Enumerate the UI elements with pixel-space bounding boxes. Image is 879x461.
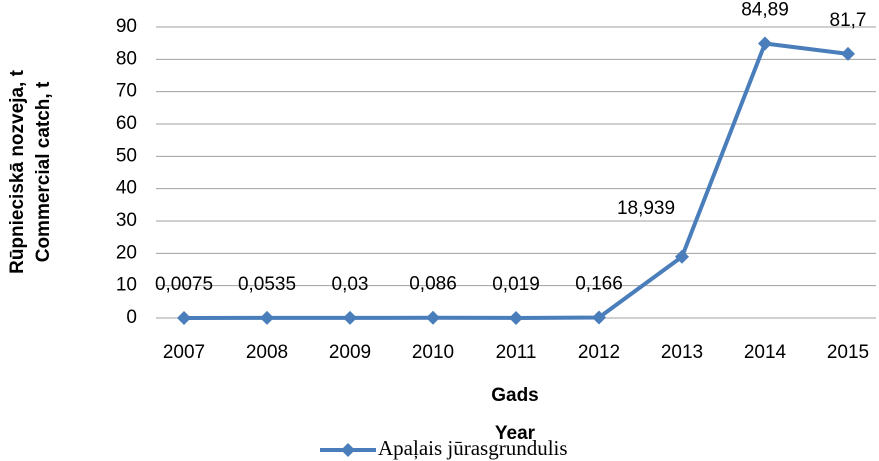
y-tick-label: 20 [116, 242, 137, 263]
y-axis-label: Rūpnieciskā nozveja, t [7, 69, 28, 273]
marker [592, 310, 606, 325]
y-axis-label: Commercial catch, t [33, 81, 54, 262]
data-label: 18,939 [617, 198, 675, 219]
y-tick-label: 80 [116, 48, 137, 69]
y-tick-label: 60 [116, 113, 137, 134]
marker [841, 46, 855, 61]
marker [260, 310, 274, 325]
x-tick-label: 2009 [329, 342, 371, 363]
x-tick-label: 2008 [246, 342, 288, 363]
legend-marker [341, 443, 355, 457]
y-tick-label: 70 [116, 81, 137, 102]
data-label: 0,019 [492, 274, 540, 295]
x-tick-label: 2011 [496, 342, 537, 363]
marker [758, 36, 772, 51]
x-tick-label: 2013 [661, 342, 703, 363]
marker [343, 310, 357, 325]
x-tick-label: 2014 [744, 342, 787, 363]
x-tick-label: 2012 [578, 342, 620, 363]
y-tick-label: 10 [116, 275, 137, 296]
y-tick-label: 0 [126, 307, 137, 328]
marker [426, 310, 440, 325]
data-label: 84,89 [741, 0, 789, 21]
data-label: 0,0535 [238, 274, 296, 295]
x-tick-label: 2007 [163, 342, 205, 363]
legend-label: Apaļais jūrasgrundulis [378, 436, 568, 460]
x-axis-label: Year [495, 423, 536, 444]
x-tick-label: 2010 [412, 342, 454, 363]
marker [675, 249, 689, 264]
y-tick-label: 30 [116, 210, 137, 231]
x-axis-label: Gads [491, 385, 539, 406]
data-label: 0,086 [409, 274, 457, 295]
y-tick-label: 50 [116, 145, 137, 166]
data-label: 0,166 [575, 273, 623, 294]
marker [177, 310, 191, 325]
x-tick-label: 2015 [827, 342, 869, 363]
data-label: 0,03 [332, 274, 369, 295]
data-label: 0,0075 [155, 274, 213, 295]
y-tick-label: 90 [116, 16, 137, 37]
data-label: 81,7 [830, 10, 867, 31]
y-tick-label: 40 [116, 178, 137, 199]
marker [509, 310, 523, 325]
